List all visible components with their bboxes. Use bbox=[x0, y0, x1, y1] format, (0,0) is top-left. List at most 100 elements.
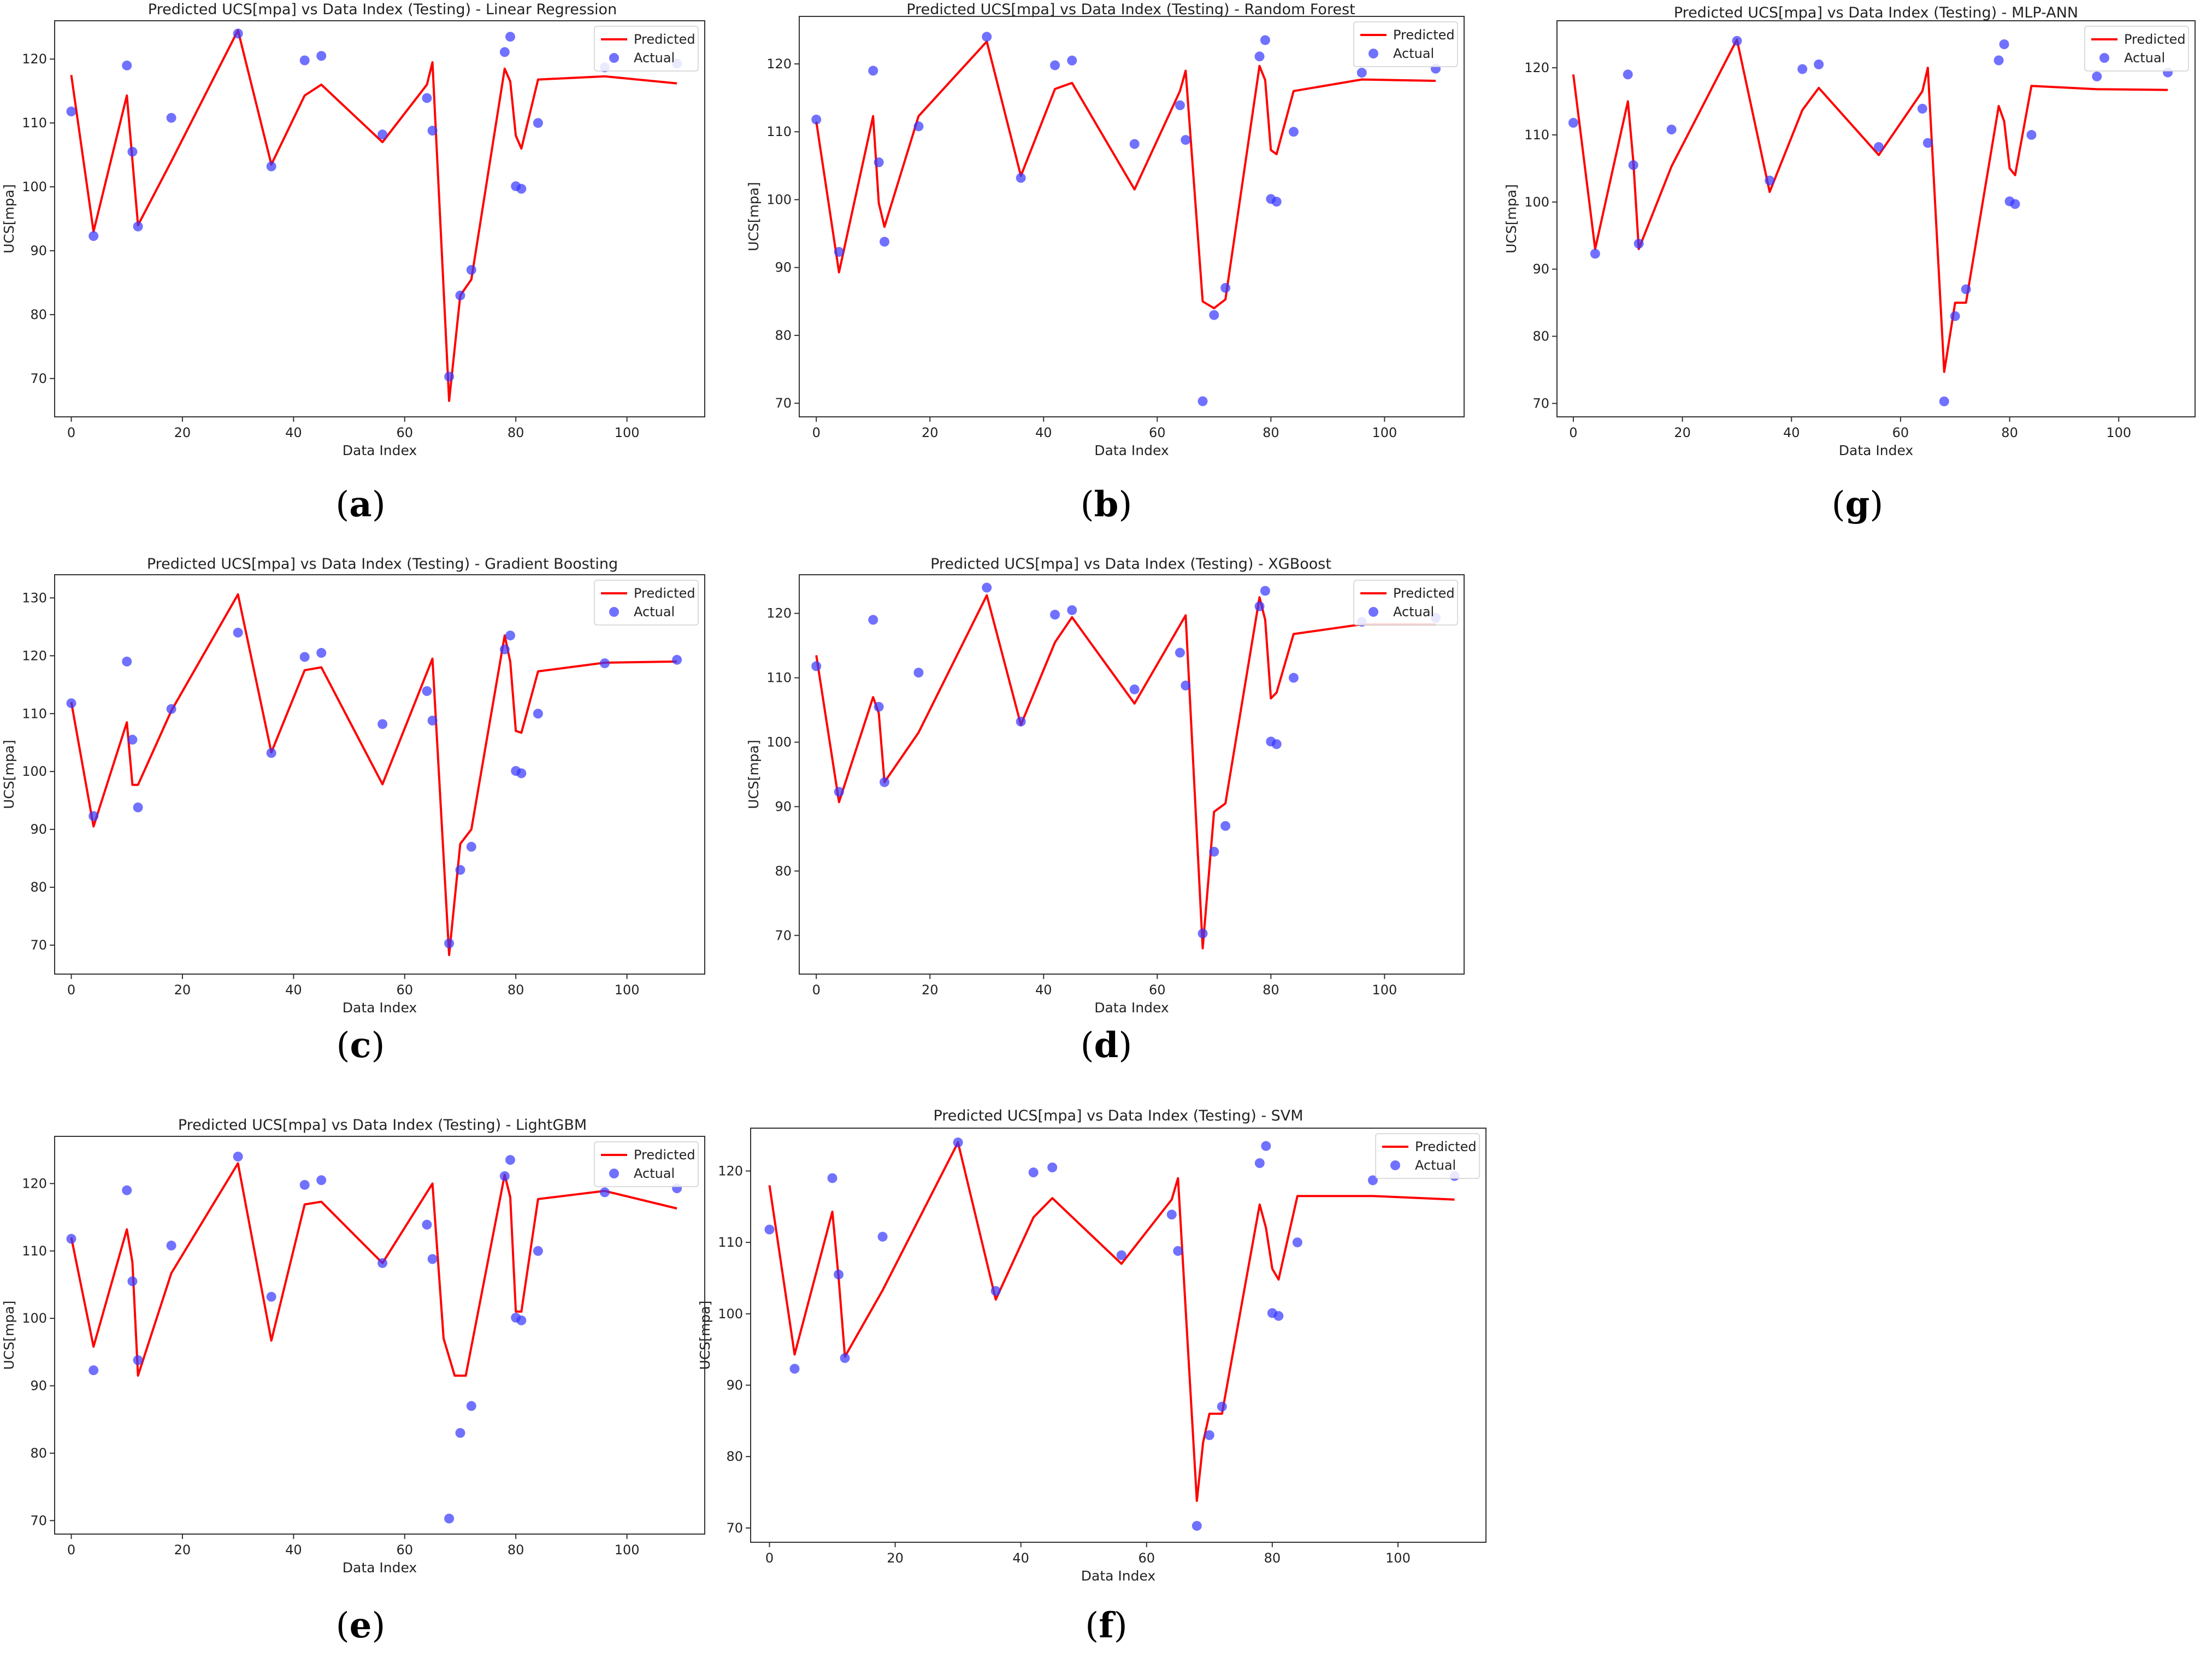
legend-predicted-label: Predicted bbox=[1415, 1139, 1477, 1154]
plot-frame bbox=[799, 574, 1465, 975]
actual-point bbox=[1292, 1237, 1302, 1248]
actual-point bbox=[316, 648, 327, 658]
actual-point bbox=[599, 1187, 610, 1198]
actual-point bbox=[1209, 310, 1219, 320]
actual-point bbox=[427, 715, 438, 726]
actual-point bbox=[427, 1254, 438, 1264]
actual-point bbox=[533, 1246, 543, 1256]
legend-actual-swatch bbox=[1390, 1160, 1400, 1170]
actual-point bbox=[516, 768, 527, 779]
y-tick-label: 80 bbox=[726, 1449, 743, 1464]
x-tick-label: 20 bbox=[922, 982, 939, 998]
y-axis-label: UCS[mpa] bbox=[1, 1301, 17, 1370]
x-tick-label: 100 bbox=[1372, 982, 1397, 998]
actual-point bbox=[66, 107, 76, 117]
actual-point bbox=[868, 66, 878, 76]
y-tick-label: 90 bbox=[775, 260, 792, 275]
x-tick-label: 60 bbox=[396, 425, 413, 440]
x-tick-label: 20 bbox=[922, 425, 939, 440]
x-tick-label: 20 bbox=[174, 425, 191, 440]
chart-f: Predicted UCS[mpa] vs Data Index (Testin… bbox=[697, 1107, 1487, 1646]
actual-point bbox=[1367, 1175, 1378, 1186]
actual-point bbox=[1939, 396, 1949, 406]
actual-point bbox=[299, 1180, 310, 1190]
actual-point bbox=[1666, 125, 1677, 135]
actual-point bbox=[1198, 928, 1208, 939]
actual-point bbox=[299, 55, 310, 66]
x-tick-label: 40 bbox=[1012, 1550, 1029, 1566]
predicted-line bbox=[70, 1162, 677, 1377]
actual-point bbox=[811, 114, 822, 125]
legend-actual-swatch bbox=[1369, 49, 1378, 58]
legend-actual-label: Actual bbox=[634, 50, 675, 66]
plot-frame bbox=[54, 20, 705, 417]
x-tick-label: 80 bbox=[508, 982, 524, 998]
x-axis-label: Data Index bbox=[343, 1560, 417, 1576]
x-tick-label: 100 bbox=[615, 425, 640, 440]
legend-predicted-label: Predicted bbox=[2124, 32, 2186, 47]
actual-point bbox=[377, 1258, 388, 1268]
x-tick-label: 40 bbox=[285, 982, 302, 998]
legend-actual-swatch bbox=[609, 53, 619, 63]
actual-point bbox=[789, 1364, 800, 1374]
x-tick-label: 100 bbox=[1385, 1550, 1411, 1566]
legend-predicted-label: Predicted bbox=[1393, 586, 1455, 601]
actual-point bbox=[233, 28, 243, 39]
actual-point bbox=[1254, 601, 1265, 611]
x-tick-label: 40 bbox=[1035, 982, 1052, 998]
actual-point bbox=[127, 734, 138, 745]
x-tick-label: 60 bbox=[1138, 1550, 1155, 1566]
predicted-line bbox=[815, 594, 1436, 950]
legend-actual-swatch bbox=[609, 1169, 619, 1178]
y-tick-label: 110 bbox=[766, 124, 792, 139]
y-tick-label: 100 bbox=[22, 1311, 47, 1326]
actual-point bbox=[834, 787, 844, 797]
x-axis-label: Data Index bbox=[1081, 1568, 1155, 1584]
y-tick-label: 80 bbox=[775, 863, 792, 878]
actual-point bbox=[166, 113, 176, 123]
actual-point bbox=[89, 811, 99, 821]
actual-point bbox=[840, 1353, 850, 1363]
actual-point bbox=[427, 126, 438, 136]
actual-point bbox=[1175, 647, 1185, 658]
actual-point bbox=[672, 654, 682, 665]
actual-point bbox=[834, 247, 844, 257]
actual-point bbox=[455, 865, 465, 875]
actual-point bbox=[1220, 821, 1231, 831]
legend-predicted-label: Predicted bbox=[634, 32, 695, 47]
y-tick-label: 90 bbox=[30, 1378, 47, 1394]
legend-actual-swatch bbox=[609, 607, 619, 617]
actual-point bbox=[455, 1428, 465, 1438]
actual-point bbox=[1047, 1162, 1058, 1172]
plot-frame bbox=[1556, 20, 2196, 417]
actual-point bbox=[1590, 249, 1600, 259]
actual-point bbox=[1273, 1311, 1284, 1321]
panel-caption: (f) bbox=[1085, 1605, 1127, 1646]
y-tick-label: 110 bbox=[718, 1235, 743, 1250]
actual-point bbox=[1028, 1167, 1039, 1178]
actual-point bbox=[316, 1175, 327, 1186]
actual-point bbox=[868, 615, 878, 625]
actual-point bbox=[1261, 1141, 1271, 1151]
y-tick-label: 70 bbox=[726, 1520, 743, 1536]
plot-frame bbox=[750, 1128, 1487, 1543]
actual-point bbox=[1922, 138, 1933, 148]
y-tick-label: 90 bbox=[1532, 262, 1549, 277]
y-tick-label: 110 bbox=[22, 1243, 47, 1259]
y-tick-label: 90 bbox=[775, 799, 792, 814]
y-tick-label: 110 bbox=[766, 670, 792, 686]
chart-title: Predicted UCS[mpa] vs Data Index (Testin… bbox=[906, 1, 1355, 18]
actual-point bbox=[1116, 1250, 1126, 1260]
actual-point bbox=[1217, 1401, 1227, 1412]
actual-point bbox=[1288, 127, 1299, 137]
legend-box bbox=[594, 1141, 699, 1187]
actual-point bbox=[466, 265, 476, 275]
actual-point bbox=[133, 802, 143, 812]
x-tick-label: 80 bbox=[1263, 982, 1279, 998]
x-tick-label: 20 bbox=[887, 1550, 904, 1566]
actual-point bbox=[1732, 36, 1742, 46]
predicted-line bbox=[70, 593, 677, 956]
actual-point bbox=[1356, 68, 1367, 78]
actual-point bbox=[166, 704, 176, 714]
actual-point bbox=[1050, 610, 1060, 620]
